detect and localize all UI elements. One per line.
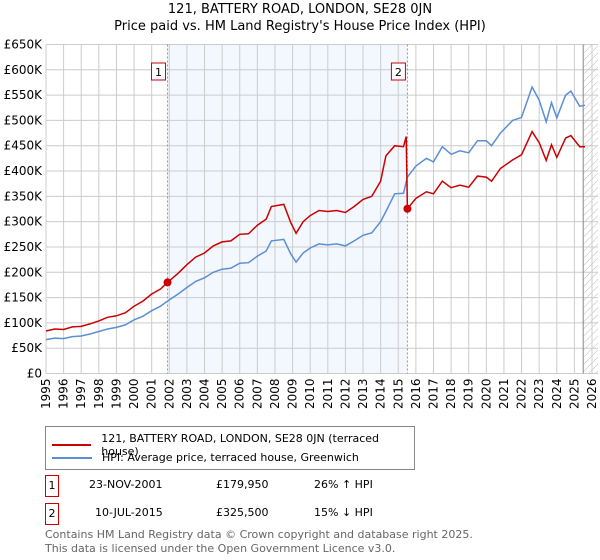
y-tick-label: £250K bbox=[4, 240, 44, 254]
x-tick-label: 2005 bbox=[215, 379, 229, 410]
y-tick-label: £300K bbox=[4, 215, 44, 229]
legend-red-line bbox=[52, 444, 92, 446]
transaction-badge: 2 bbox=[45, 503, 59, 525]
y-tick-label: £400K bbox=[4, 164, 44, 178]
sale-point bbox=[403, 204, 412, 213]
y-tick-label: £450K bbox=[4, 139, 44, 153]
x-tick-label: 2020 bbox=[479, 379, 493, 410]
transaction-hpi: 26% ↑ HPI bbox=[314, 478, 373, 491]
x-tick-label: 2013 bbox=[356, 379, 370, 410]
chart-title: 121, BATTERY ROAD, LONDON, SE28 0JN bbox=[167, 2, 433, 17]
x-tick-label: 2026 bbox=[585, 379, 599, 410]
sale-point bbox=[163, 278, 172, 287]
chart-subtitle: Price paid vs. HM Land Registry's House … bbox=[114, 19, 486, 34]
x-tick-label: 2019 bbox=[462, 379, 476, 410]
x-tick-label: 2014 bbox=[374, 379, 388, 410]
transaction-price: £179,950 bbox=[216, 478, 269, 491]
hpi-line bbox=[45, 85, 586, 341]
x-tick-label: 2012 bbox=[338, 379, 352, 410]
y-tick-label: £200K bbox=[4, 265, 44, 279]
x-tick-label: 2016 bbox=[409, 379, 423, 410]
x-tick-label: 2000 bbox=[127, 379, 141, 410]
x-tick-label: 1995 bbox=[39, 379, 53, 410]
sale-label-box bbox=[151, 62, 167, 81]
x-tick-label: 2015 bbox=[391, 379, 405, 410]
y-tick-label: £0 bbox=[27, 367, 42, 381]
x-tick-label: 1999 bbox=[109, 379, 123, 410]
x-tick-label: 2009 bbox=[286, 379, 300, 410]
x-tick-label: 2024 bbox=[550, 379, 564, 410]
x-tick-label: 2002 bbox=[162, 379, 176, 410]
y-tick-label: £350K bbox=[4, 189, 44, 203]
x-tick-label: 2023 bbox=[532, 379, 546, 410]
x-tick-label: 2010 bbox=[303, 379, 317, 410]
sale-label: 1 bbox=[155, 66, 162, 79]
x-tick-label: 2025 bbox=[567, 379, 581, 410]
y-tick-label: £650K bbox=[4, 38, 44, 52]
price-paid-line bbox=[45, 130, 585, 332]
x-tick-label: 2011 bbox=[321, 379, 335, 410]
footer: Contains HM Land Registry data © Crown c… bbox=[45, 528, 473, 556]
legend-red-label: 121, BATTERY ROAD, LONDON, SE28 0JN (ter… bbox=[101, 432, 380, 458]
transaction-price: £325,500 bbox=[216, 506, 269, 519]
y-tick-label: £550K bbox=[4, 88, 44, 102]
y-tick-label: £50K bbox=[11, 341, 43, 355]
x-tick-label: 2003 bbox=[180, 379, 194, 410]
x-tick-label: 2001 bbox=[145, 379, 159, 410]
transaction-hpi: 15% ↓ HPI bbox=[314, 506, 373, 519]
y-tick-label: £100K bbox=[4, 316, 44, 330]
price-chart: 1995 1996 1997 1998 1999 2000 2001 2002 2003 2004… bbox=[4, 38, 599, 410]
x-tick-label: 1996 bbox=[57, 379, 71, 410]
y-tick-label: £600K bbox=[4, 63, 44, 77]
x-tick-label: 2017 bbox=[426, 379, 440, 410]
legend-blue-line bbox=[52, 456, 92, 459]
y-tick-label: £500K bbox=[4, 113, 44, 127]
transaction-date: 23-NOV-2001 bbox=[89, 478, 163, 491]
legend-blue-label: HPI: Average price, terraced house, Gree… bbox=[102, 451, 359, 464]
footer-line1: Contains HM Land Registry data © Crown c… bbox=[45, 528, 473, 541]
shaded-ownership-period bbox=[167, 44, 408, 374]
x-tick-label: 2007 bbox=[250, 379, 264, 410]
sale-label: 2 bbox=[395, 66, 402, 79]
x-tick-label: 2021 bbox=[497, 379, 511, 410]
footer-line2: This data is licensed under the Open Gov… bbox=[45, 542, 396, 555]
legend: 121, BATTERY ROAD, LONDON, SE28 0JN (ter… bbox=[45, 426, 415, 470]
forecast-hatch bbox=[583, 44, 598, 374]
x-tick-label: 1998 bbox=[92, 379, 106, 410]
transaction-row: 1 23-NOV-2001 £179,950 26% ↑ HPI bbox=[45, 475, 445, 497]
sale-label-box bbox=[390, 62, 406, 81]
x-tick-label: 2004 bbox=[198, 379, 212, 410]
x-tick-label: 2008 bbox=[268, 379, 282, 410]
x-tick-label: 1997 bbox=[74, 379, 88, 410]
transaction-badge: 1 bbox=[45, 475, 59, 497]
y-tick-label: £150K bbox=[4, 291, 44, 305]
x-tick-label: 2006 bbox=[233, 379, 247, 410]
transaction-date: 10-JUL-2015 bbox=[95, 506, 163, 519]
x-tick-label: 2022 bbox=[515, 379, 529, 410]
x-tick-label: 2018 bbox=[444, 379, 458, 410]
transaction-row: 2 10-JUL-2015 £325,500 15% ↓ HPI bbox=[45, 503, 445, 525]
